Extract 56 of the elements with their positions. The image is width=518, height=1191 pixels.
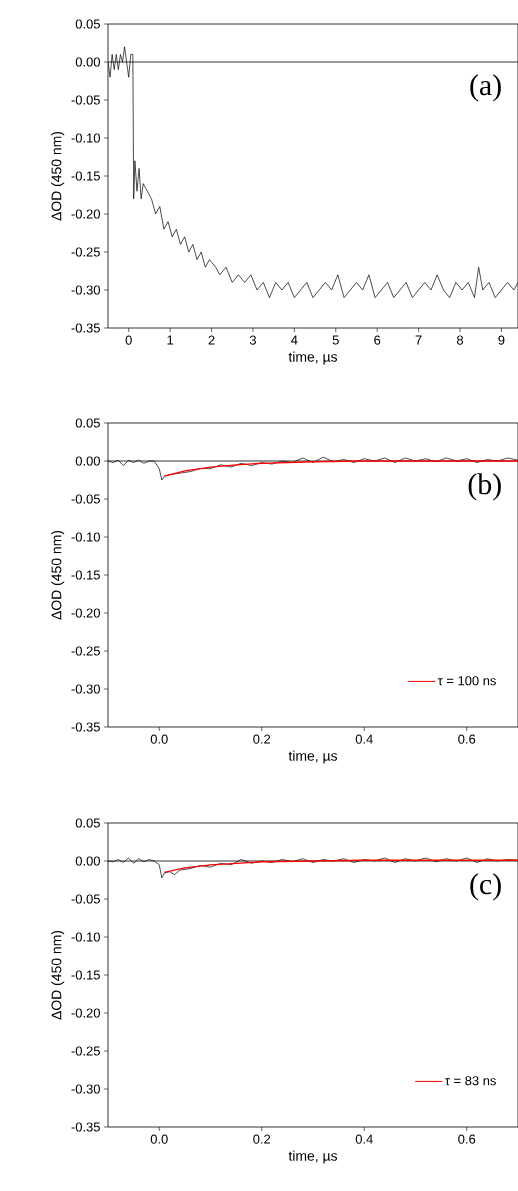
y-tick-label: 0.05 <box>75 19 100 29</box>
y-axis-title: ΔOD (450 nm) <box>50 530 64 620</box>
y-tick-label: -0.20 <box>71 209 100 219</box>
x-tick-label: 0.4 <box>355 1134 373 1144</box>
x-tick-label: 1 <box>167 335 173 345</box>
y-tick-label: -0.35 <box>71 1122 100 1132</box>
legend-label: τ = 83 ns <box>444 1076 496 1086</box>
y-tick-label: -0.30 <box>71 684 100 694</box>
x-tick-label: 2 <box>208 335 215 345</box>
x-tick-label: 4 <box>290 335 298 345</box>
x-tick-label: 3 <box>249 335 256 345</box>
x-tick-label: 0.2 <box>253 734 270 744</box>
y-tick-label: -0.25 <box>71 1046 100 1056</box>
y-axis-title: ΔOD (450 nm) <box>50 131 64 221</box>
y-tick-label: -0.35 <box>71 722 100 732</box>
x-tick-label: 9 <box>498 335 505 345</box>
y-tick-label: -0.10 <box>71 532 100 542</box>
y-tick-label: 0.00 <box>75 856 100 866</box>
y-tick-label: -0.15 <box>71 970 100 980</box>
y-tick-label: -0.20 <box>71 1008 100 1018</box>
x-tick-label: 6 <box>374 335 381 345</box>
x-tick-label: 7 <box>415 335 422 345</box>
legend-label: τ = 100 ns <box>437 676 496 686</box>
x-tick-label: 8 <box>456 335 463 345</box>
y-tick-label: -0.05 <box>71 494 100 504</box>
x-axis-title: time, µs <box>288 1150 337 1164</box>
y-tick-label: -0.05 <box>71 95 100 105</box>
y-tick-label: -0.20 <box>71 608 100 618</box>
x-tick-label: 0 <box>125 335 132 345</box>
y-tick-label: -0.10 <box>71 133 100 143</box>
y-tick-label: -0.25 <box>71 247 100 257</box>
y-axis-title: ΔOD (450 nm) <box>50 930 64 1020</box>
x-tick-label: 0.6 <box>458 734 475 744</box>
annotation: (b) <box>468 473 501 501</box>
x-tick-label: 0.0 <box>150 1134 168 1144</box>
y-tick-label: 0.00 <box>75 456 100 466</box>
x-tick-label: 0.4 <box>355 734 373 744</box>
x-tick-label: 0.6 <box>458 1134 475 1144</box>
x-axis-title: time, µs <box>288 351 337 365</box>
y-tick-label: 0.00 <box>75 57 100 67</box>
y-tick-label: -0.30 <box>71 1084 100 1094</box>
x-tick-label: 5 <box>332 335 339 345</box>
y-tick-label: 0.05 <box>75 818 100 828</box>
y-tick-label: -0.30 <box>71 285 100 295</box>
y-tick-label: -0.25 <box>71 646 100 656</box>
y-tick-label: -0.15 <box>71 570 100 580</box>
x-tick-label: 0.2 <box>253 1134 270 1144</box>
y-tick-label: -0.35 <box>71 323 100 333</box>
x-axis-title: time, µs <box>288 750 337 764</box>
y-tick-label: -0.05 <box>71 894 100 904</box>
y-tick-label: -0.15 <box>71 171 100 181</box>
y-tick-label: -0.10 <box>71 932 100 942</box>
annotation: (a) <box>470 74 501 102</box>
y-tick-label: 0.05 <box>75 418 100 428</box>
annotation: (c) <box>470 873 501 901</box>
x-tick-label: 0.0 <box>150 734 168 744</box>
